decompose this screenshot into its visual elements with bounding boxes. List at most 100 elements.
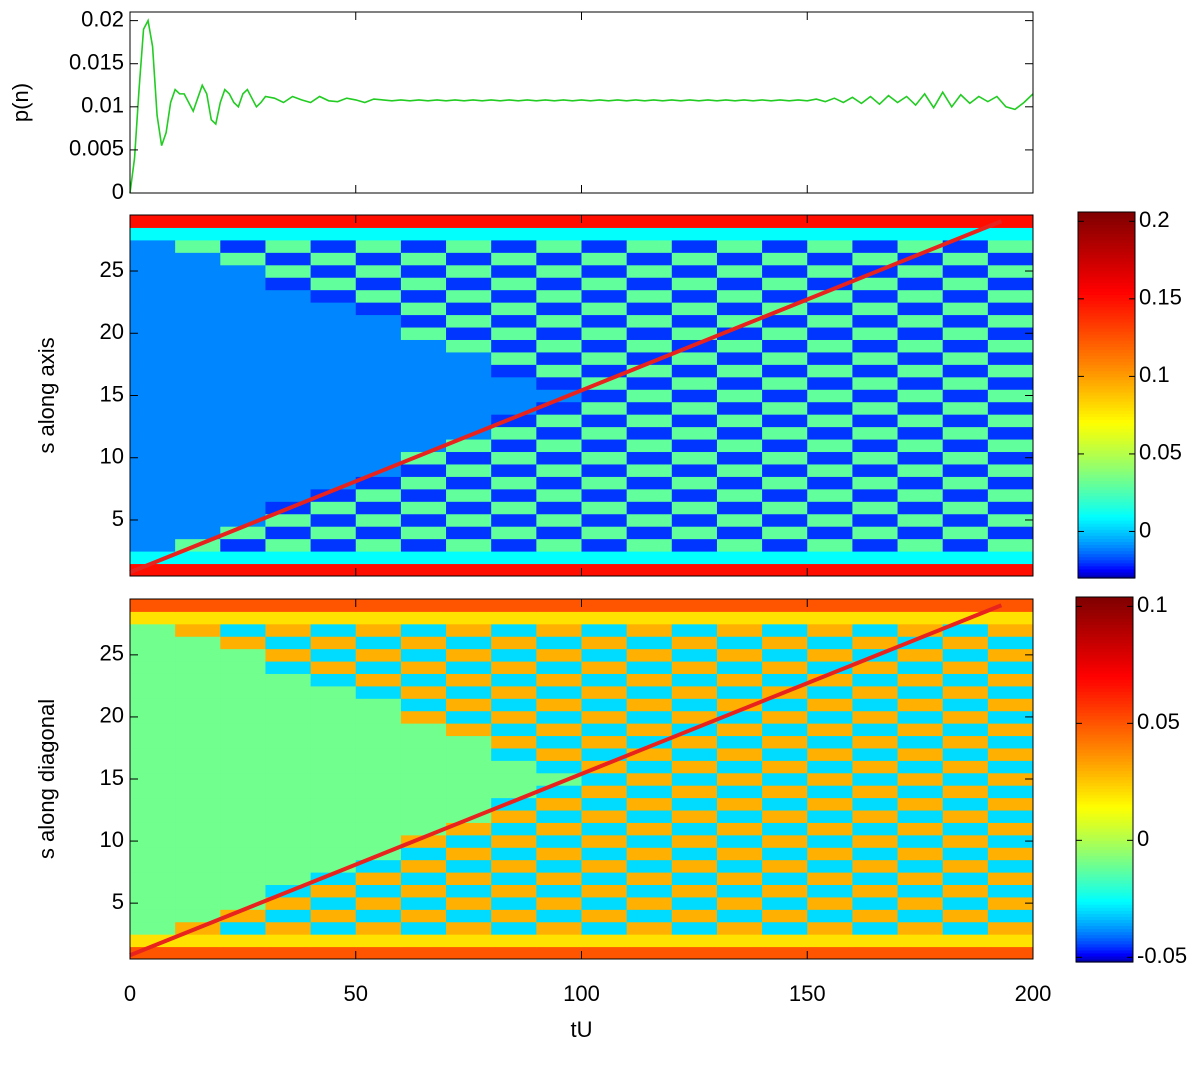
heatmap-cell: [852, 747, 899, 761]
heatmap-cell: [762, 785, 808, 799]
heatmap-cell: [265, 439, 312, 453]
heatmap-cell: [807, 513, 853, 527]
heatmap-cell: [310, 289, 357, 303]
colorbar-step: [1076, 615, 1133, 619]
colorbar-step: [1076, 718, 1133, 723]
heatmap-cell: [130, 289, 176, 303]
heatmap-cell: [762, 884, 808, 898]
heatmap-cell: [310, 797, 357, 811]
heatmap-cell: [446, 611, 492, 625]
heatmap-cell: [220, 389, 266, 403]
heatmap-cell: [716, 623, 763, 637]
heatmap-cell: [581, 277, 628, 291]
heatmap-cell: [987, 252, 1034, 266]
heatmap-cell: [446, 797, 492, 811]
heatmap-cell: [897, 921, 944, 935]
heatmap-cell: [897, 414, 944, 428]
heatmap-cell: [762, 661, 808, 674]
heatmap-cell: [130, 909, 176, 923]
heatmap-cell: [220, 277, 266, 291]
heatmap-cell: [220, 623, 266, 637]
heatmap-cell: [987, 563, 1034, 577]
heatmap-cell: [220, 884, 266, 898]
heatmap-cell: [807, 636, 853, 650]
heatmap-cell: [581, 747, 628, 761]
heatmap-cell: [897, 661, 944, 674]
heatmap-cell: [220, 488, 266, 502]
heatmap-cell: [897, 501, 944, 515]
heatmap-cell: [446, 673, 492, 687]
heatmap-cell: [716, 526, 763, 540]
heatmap-cell: [536, 451, 582, 465]
colorbar-step: [1076, 727, 1133, 732]
heatmap-cell: [536, 810, 582, 823]
heatmap-cell: [987, 463, 1034, 477]
heatmap-cell: [130, 351, 176, 365]
colorbar-step: [1076, 660, 1133, 665]
heatmap-cell: [265, 735, 312, 749]
heatmap-cell: [265, 710, 312, 724]
heatmap-cell: [536, 339, 582, 353]
heatmap-cell: [807, 389, 853, 403]
heatmap-cell: [581, 351, 628, 365]
heatmap-cell: [265, 376, 312, 390]
colorbar-step: [1076, 679, 1133, 683]
heatmap-cell: [446, 735, 492, 749]
colorbar-step: [1078, 428, 1135, 433]
heatmap-cell: [626, 351, 673, 365]
heatmap-cell: [536, 314, 582, 328]
heatmap-cell: [220, 834, 266, 848]
heatmap-cell: [581, 884, 628, 898]
colorbar-step: [1078, 471, 1135, 475]
heatmap-cell: [355, 859, 402, 873]
heatmap-cell: [220, 921, 266, 935]
heatmap-cell: [762, 772, 808, 786]
heatmap-cell: [175, 698, 221, 712]
heatmap-cell: [671, 476, 718, 490]
colorbar-step: [1078, 489, 1135, 494]
heatmap-cell: [446, 772, 492, 786]
heatmap-cell: [807, 859, 853, 873]
heatmap-cell: [671, 277, 718, 291]
heatmap-cell: [942, 623, 989, 637]
colorbar-step: [1076, 621, 1133, 625]
heatmap-cell: [310, 302, 357, 316]
colorbar-step: [1078, 251, 1135, 256]
heatmap-cell: [446, 463, 492, 477]
colorbar-step: [1076, 709, 1133, 714]
heatmap-cell: [942, 723, 989, 737]
heatmap-cell: [536, 847, 582, 861]
heatmap-cell: [987, 723, 1034, 737]
heatmap-cell: [175, 847, 221, 861]
heatmap-cell: [942, 239, 989, 253]
heatmap-cell: [716, 946, 763, 960]
heatmap-cell: [581, 698, 628, 712]
heatmap-cell: [716, 698, 763, 712]
heatmap-cell: [130, 314, 176, 328]
heatmap-cell: [942, 847, 989, 861]
heatmap-cell: [716, 884, 763, 898]
heatmap-cell: [852, 239, 899, 253]
heatmap-cell: [310, 439, 357, 453]
heatmap-cell: [130, 710, 176, 724]
heatmap-cell: [175, 389, 221, 403]
heatmap-cell: [671, 463, 718, 477]
heatmap-cell: [310, 227, 357, 241]
heatmap-cell: [265, 896, 312, 910]
heatmap-cell: [446, 239, 492, 253]
colorbar-step: [1076, 864, 1133, 869]
heatmap-cell: [400, 513, 447, 527]
colorbar-step: [1078, 382, 1135, 387]
colorbar-step: [1076, 867, 1133, 872]
heatmap-cell: [491, 611, 537, 625]
heatmap-cell: [175, 896, 221, 910]
heatmap-cell: [446, 946, 492, 960]
heatmap-cell: [716, 551, 763, 565]
colorbar-step: [1078, 492, 1135, 497]
heatmap-cell: [310, 599, 357, 612]
heatmap-cell: [130, 376, 176, 390]
heatmap-cell: [130, 611, 176, 625]
heatmap-cell: [807, 723, 853, 737]
colorbar-step: [1078, 364, 1135, 369]
heatmap-cell: [671, 822, 718, 836]
